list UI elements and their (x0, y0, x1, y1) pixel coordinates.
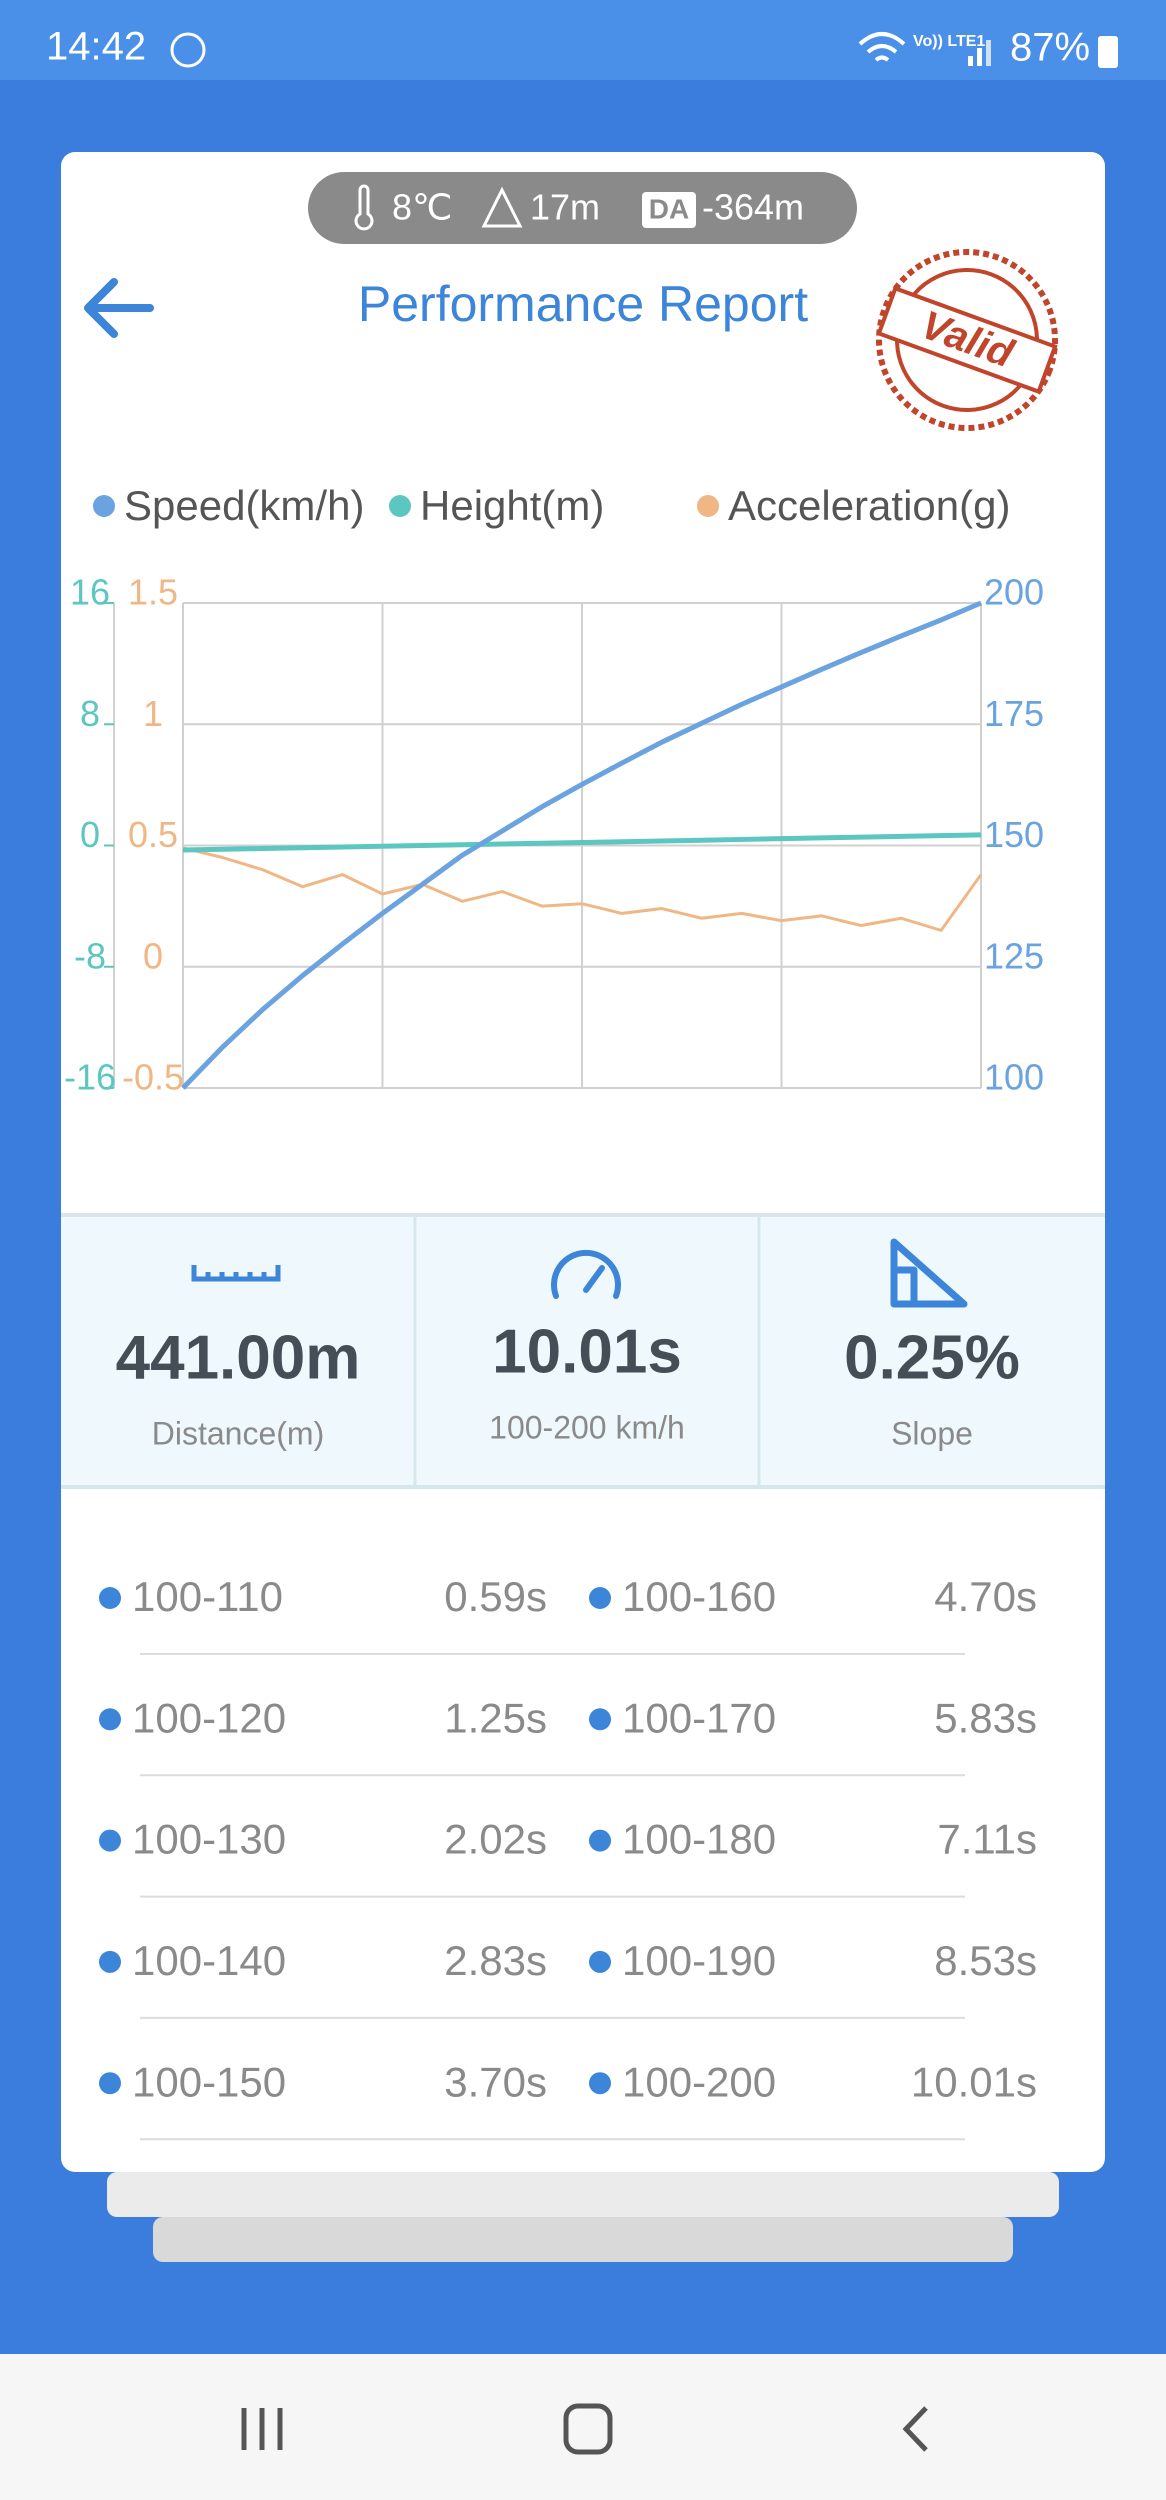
wifi-icon (858, 32, 906, 62)
battery-text: 87% (1010, 26, 1090, 70)
split-dot (589, 1950, 611, 1973)
split-range: 100-130 (132, 1816, 286, 1863)
card (61, 152, 1105, 2172)
split-range: 100-170 (622, 1694, 776, 1741)
split-time: 2.83s (444, 1937, 547, 1984)
thermometer-icon (354, 184, 374, 231)
split-dot (589, 1708, 611, 1731)
y3-tick-label: 1 (143, 693, 163, 734)
signal-icon (986, 40, 991, 66)
altitude: 17m (530, 187, 600, 228)
signal-icon (977, 48, 982, 66)
stat-value: 441.00m (116, 1323, 361, 1392)
series-line (182, 846, 983, 932)
split-time: 0.59s (444, 1573, 547, 1620)
y2-tick-label: 175 (984, 693, 1044, 734)
legend-dot (389, 495, 411, 517)
split-range: 100-150 (132, 2058, 286, 2105)
split-dot (99, 2072, 121, 2095)
speedometer-icon (551, 1249, 621, 1299)
page-title: Performance Report (358, 276, 808, 332)
y2-tick-label: 100 (984, 1057, 1044, 1098)
split-time: 5.83s (934, 1694, 1037, 1741)
y3-tick-label: -0.5 (122, 1057, 184, 1098)
split-dot (589, 2072, 611, 2095)
y2-tick-label: 200 (984, 572, 1044, 613)
stats-panel (61, 1215, 1105, 1487)
y-tick-label: -16 (64, 1057, 116, 1098)
split-dot (99, 1950, 121, 1973)
y-tick-label: 16 (70, 572, 110, 613)
series-line (181, 600, 982, 1090)
status-bar (0, 0, 1166, 80)
home-button[interactable] (563, 2403, 613, 2455)
y-tick-label: -8 (74, 935, 106, 976)
density-altitude: -364m (702, 187, 804, 228)
legend-dot (697, 495, 719, 517)
split-range: 100-190 (622, 1937, 776, 1984)
stat-label: Distance(m) (152, 1415, 324, 1451)
temperature: 8℃ (392, 187, 452, 228)
split-range: 100-160 (622, 1573, 776, 1620)
back-button[interactable] (84, 278, 154, 338)
split-time: 10.01s (911, 2058, 1037, 2105)
lte-icon: Vo)) LTE1 (913, 33, 985, 50)
series-line (182, 832, 982, 853)
signal-icon (968, 56, 973, 66)
legend-label: Speed(km/h) (124, 482, 364, 529)
card-stack (153, 2217, 1013, 2262)
split-time: 1.25s (444, 1694, 547, 1741)
stat-value: 0.25% (844, 1323, 1020, 1392)
y3-tick-label: 1.5 (128, 572, 178, 613)
stat-label: Slope (891, 1415, 973, 1451)
y3-tick-label: 0 (143, 935, 163, 976)
y2-tick-label: 150 (984, 814, 1044, 855)
recent-apps-button[interactable] (241, 2408, 283, 2450)
split-dot (99, 1829, 121, 1852)
battery-icon (1098, 36, 1118, 68)
status-icon (170, 32, 206, 68)
da-badge-bg (642, 192, 696, 228)
y-tick-label: 8 (80, 693, 100, 734)
split-dot (589, 1587, 611, 1609)
stamp-band (876, 285, 1058, 395)
split-range: 100-140 (132, 1937, 286, 1984)
split-dot (99, 1708, 121, 1731)
stat-label: 100-200 km/h (489, 1409, 685, 1445)
y2-tick-label: 125 (984, 935, 1044, 976)
nav-bar (0, 2354, 1166, 2500)
split-time: 2.02s (444, 1816, 547, 1863)
clock: 14:42 (46, 25, 146, 69)
split-range: 100-120 (132, 1694, 286, 1741)
back-nav-button[interactable] (902, 2406, 928, 2452)
stat-value: 10.01s (492, 1317, 682, 1386)
mountain-icon (481, 186, 523, 228)
split-time: 7.11s (937, 1816, 1037, 1863)
legend-label: Height(m) (420, 482, 604, 529)
split-time: 3.70s (444, 2058, 547, 2105)
legend-dot (93, 495, 115, 517)
legend-label: Acceleration(g) (728, 482, 1010, 529)
y-tick-label: 0 (80, 814, 100, 855)
split-time: 4.70s (934, 1573, 1037, 1620)
split-range: 100-200 (622, 2058, 776, 2105)
slope-icon (890, 1238, 968, 1308)
split-time: 8.53s (934, 1937, 1037, 1984)
ruler-icon (191, 1265, 281, 1282)
stamp-ring (876, 249, 1058, 431)
split-dot (99, 1587, 121, 1609)
y3-tick-label: 0.5 (128, 814, 178, 855)
da-badge: DA (649, 193, 689, 224)
conditions-pill (308, 172, 857, 244)
split-range: 100-180 (622, 1816, 776, 1863)
split-dot (589, 1829, 611, 1852)
split-range: 100-110 (132, 1573, 283, 1620)
card-stack (107, 2172, 1059, 2217)
